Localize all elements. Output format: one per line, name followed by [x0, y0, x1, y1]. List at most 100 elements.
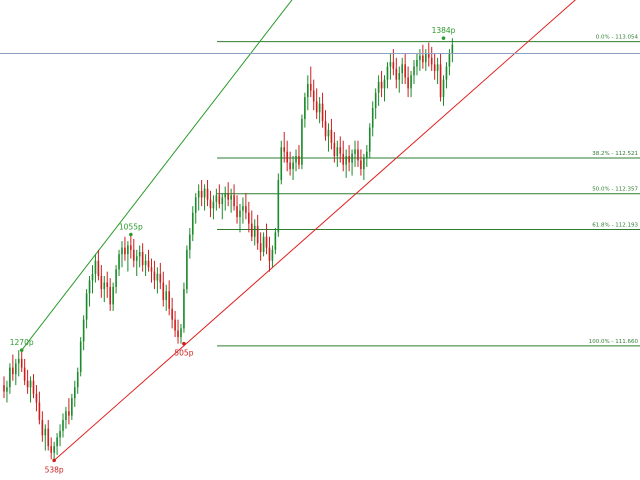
candle-body	[153, 271, 156, 281]
candle	[280, 140, 283, 185]
candle	[115, 265, 117, 294]
candle	[41, 411, 44, 442]
candle	[245, 193, 247, 220]
candle	[348, 145, 350, 172]
fib-level-label: 50.0% - 112.357	[592, 187, 638, 193]
candle-body	[221, 197, 224, 204]
candle	[174, 310, 176, 338]
candle-body	[389, 62, 392, 67]
candle	[253, 219, 256, 246]
candle	[345, 149, 347, 178]
candle	[268, 236, 271, 272]
candle-body	[430, 57, 433, 65]
candle	[50, 437, 53, 460]
candle-body	[336, 147, 339, 156]
candle-body	[363, 158, 365, 170]
candle-body	[448, 53, 451, 67]
candle-body	[135, 256, 138, 261]
candle	[336, 140, 339, 167]
candle	[88, 276, 91, 307]
candle-body	[274, 232, 277, 250]
candle-body	[280, 147, 283, 180]
candle	[315, 88, 318, 119]
candle	[410, 70, 412, 98]
candle-body	[371, 108, 374, 128]
candle-body	[71, 398, 73, 416]
candle-body	[377, 81, 380, 93]
candle-body	[194, 197, 197, 213]
candle-body	[47, 428, 50, 447]
candle-body	[348, 156, 350, 163]
candle	[259, 232, 262, 261]
candle-body	[413, 66, 415, 76]
candle-body	[197, 190, 200, 198]
candle	[47, 420, 50, 451]
candle	[68, 398, 70, 425]
candle-body	[321, 103, 324, 122]
candle	[366, 145, 368, 167]
candle-body	[304, 97, 306, 119]
candle	[118, 249, 120, 276]
candle	[35, 385, 38, 412]
candle-body	[130, 245, 132, 250]
candle-body	[410, 75, 412, 89]
candle-body	[53, 446, 55, 453]
candle	[156, 267, 159, 294]
candle	[227, 182, 229, 207]
candle	[236, 195, 238, 224]
candle-body	[156, 273, 159, 281]
swing-point-labels: 1270p 538p 1055p 505p 1384p	[10, 26, 456, 474]
candle-body	[118, 254, 120, 270]
candle-body	[212, 201, 215, 209]
candle-body	[374, 92, 377, 108]
candle	[62, 413, 64, 438]
candle	[445, 62, 448, 89]
candle-body	[191, 212, 194, 235]
candle	[191, 206, 194, 242]
candle	[242, 197, 244, 224]
candle	[38, 391, 41, 425]
candle-body	[165, 291, 168, 300]
candle-body	[327, 129, 330, 137]
candle	[248, 201, 250, 233]
candle-body	[253, 225, 256, 237]
candle-body	[256, 225, 259, 244]
candle	[230, 188, 232, 213]
candle-body	[368, 127, 371, 152]
trend-lines	[21, 0, 576, 461]
candle-body	[442, 79, 445, 98]
candle	[106, 271, 109, 298]
candle	[262, 232, 265, 257]
candle-body	[144, 260, 147, 266]
candle-body	[239, 210, 241, 218]
candle-body	[103, 282, 106, 290]
candle-body	[277, 180, 280, 233]
candle	[65, 406, 67, 429]
candle-body	[38, 402, 41, 420]
candle-body	[295, 156, 297, 163]
candle-body	[351, 153, 353, 163]
candle	[233, 184, 235, 211]
candle-body	[97, 260, 100, 276]
candle-body	[186, 249, 188, 290]
candle	[150, 258, 153, 283]
candle-body	[50, 446, 53, 453]
candle	[144, 254, 147, 276]
candle	[327, 123, 330, 152]
candle	[360, 149, 362, 176]
candle	[132, 238, 135, 268]
fib-level-label: 38.2% - 112.521	[592, 151, 638, 157]
candle	[94, 254, 97, 283]
candle-body	[121, 247, 123, 255]
candle-body	[354, 149, 356, 154]
candle-body	[59, 430, 61, 438]
candle	[130, 234, 132, 259]
candle-body	[330, 129, 333, 143]
candle-body	[9, 367, 11, 388]
candlesticks	[3, 38, 454, 460]
candle	[29, 376, 32, 403]
candle	[424, 49, 427, 71]
candle-body	[307, 84, 309, 98]
